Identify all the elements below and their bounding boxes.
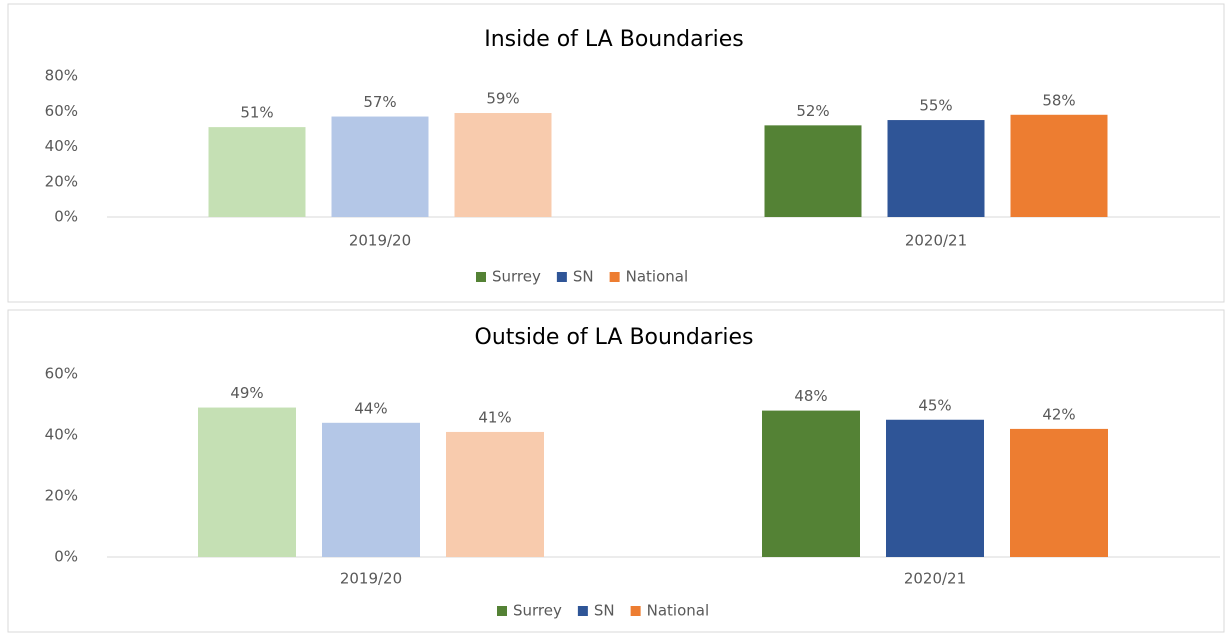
- legend-swatch: [556, 272, 567, 282]
- bar: [887, 120, 985, 217]
- data-label: 48%: [794, 387, 827, 405]
- y-tick-label: 0%: [54, 548, 78, 566]
- data-label: 49%: [230, 384, 263, 402]
- y-tick-label: 60%: [45, 365, 78, 383]
- x-tick-label: 2019/20: [349, 232, 411, 250]
- y-tick-label: 40%: [45, 137, 78, 155]
- data-label: 52%: [796, 102, 829, 120]
- data-label: 41%: [478, 408, 511, 426]
- data-label: 57%: [363, 93, 396, 111]
- y-tick-label: 20%: [45, 172, 78, 190]
- legend-label: SN: [594, 602, 615, 620]
- y-tick-label: 80%: [45, 67, 78, 85]
- x-tick-label: 2020/21: [904, 570, 966, 588]
- legend-swatch: [630, 606, 641, 616]
- bar: [1010, 428, 1108, 557]
- data-label: 45%: [918, 396, 951, 414]
- bar: [198, 407, 296, 557]
- legend-swatch: [577, 606, 588, 616]
- y-tick-label: 60%: [45, 102, 78, 120]
- y-tick-label: 0%: [54, 208, 78, 226]
- bar: [446, 431, 544, 557]
- x-tick-label: 2019/20: [340, 570, 402, 588]
- data-label: 59%: [486, 90, 519, 108]
- data-label: 44%: [354, 399, 387, 417]
- y-tick-label: 40%: [45, 426, 78, 444]
- bar: [762, 410, 860, 557]
- data-label: 42%: [1042, 405, 1075, 423]
- legend-label: National: [626, 268, 689, 286]
- legend-label: Surrey: [492, 268, 541, 286]
- chart-title: Outside of LA Boundaries: [475, 325, 754, 350]
- bar: [886, 419, 984, 557]
- bar: [322, 422, 420, 557]
- bar: [208, 127, 306, 217]
- legend-label: National: [647, 602, 710, 620]
- legend-swatch: [476, 272, 486, 282]
- bar: [764, 125, 862, 217]
- bar: [1010, 114, 1108, 217]
- data-label: 51%: [240, 104, 273, 122]
- data-label: 58%: [1042, 91, 1075, 109]
- bar: [454, 113, 552, 217]
- legend-swatch: [497, 606, 507, 616]
- bar: [331, 116, 429, 217]
- y-tick-label: 20%: [45, 487, 78, 505]
- legend-swatch: [609, 272, 620, 282]
- data-label: 55%: [919, 97, 952, 115]
- legend-label: SN: [573, 268, 594, 286]
- x-tick-label: 2020/21: [905, 232, 967, 250]
- chart-title: Inside of LA Boundaries: [484, 27, 744, 52]
- legend-label: Surrey: [513, 602, 562, 620]
